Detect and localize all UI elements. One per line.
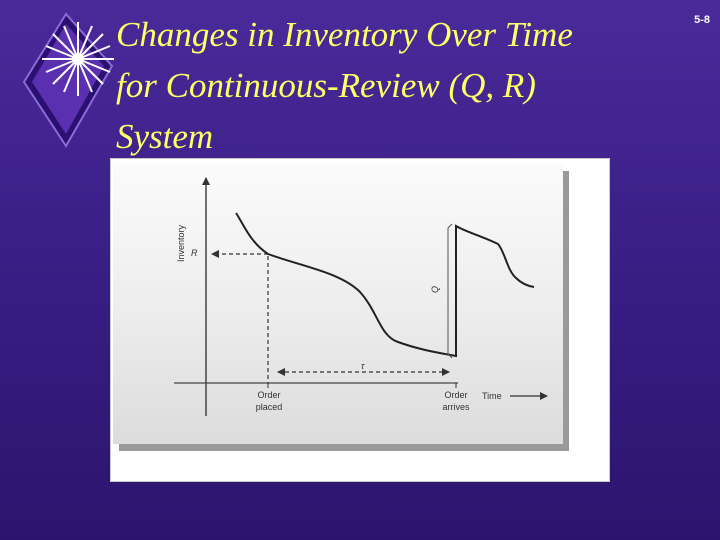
slide-title: Changes in Inventory Over Time for Conti…: [116, 10, 676, 162]
slide-number: 5-8: [694, 14, 710, 26]
order-arrives-label-line-1: Order: [444, 390, 467, 400]
y-axis-label: Inventory: [176, 224, 186, 262]
lead-time-label: τ: [361, 361, 365, 371]
order-arrives-label-line-2: arrives: [442, 402, 470, 412]
reorder-point-label: R: [191, 248, 198, 258]
x-axis-label: Time: [482, 391, 502, 401]
order-quantity-label: Q: [430, 286, 440, 293]
order-placed-label-line-2: placed: [256, 402, 283, 412]
title-line-3: System: [116, 116, 214, 156]
order-quantity-bracket: [447, 223, 453, 359]
inventory-curve: [235, 212, 535, 358]
title-line-1: Changes in Inventory Over Time: [116, 15, 573, 54]
title-line-2: for Continuous-Review (Q, R): [116, 65, 536, 105]
order-placed-label-line-1: Order: [257, 390, 280, 400]
diamond-star-logo-icon: [22, 12, 114, 148]
figure-panel: [113, 164, 563, 444]
